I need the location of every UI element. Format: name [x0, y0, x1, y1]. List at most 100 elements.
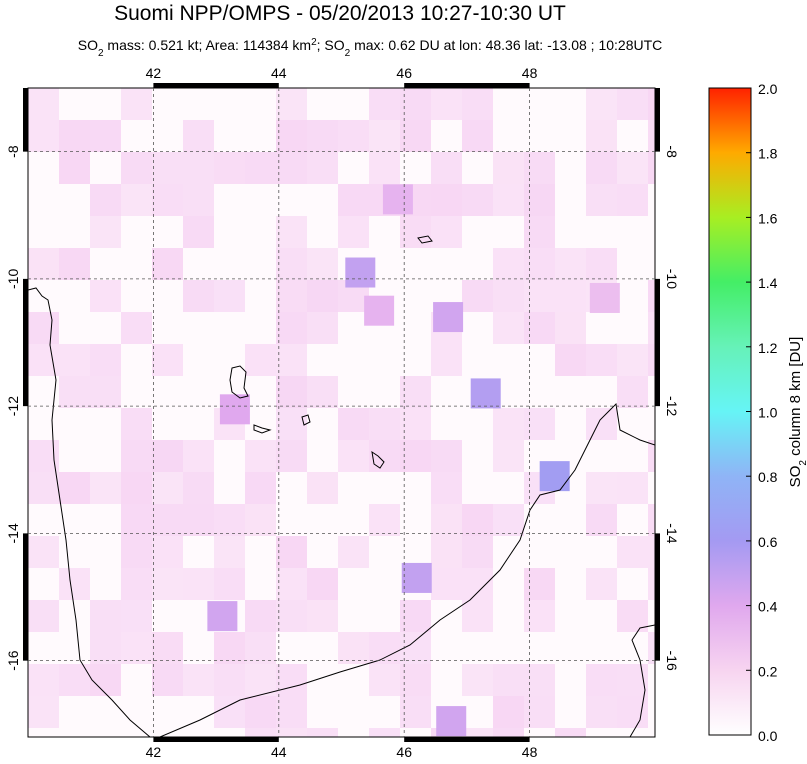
background-cell — [307, 248, 338, 280]
frame-bar — [655, 533, 660, 660]
background-cell — [369, 664, 400, 696]
background-cell — [648, 312, 679, 344]
background-cell — [28, 600, 59, 632]
background-cell — [121, 600, 152, 632]
background-cell — [400, 696, 431, 728]
background-cell — [90, 600, 121, 632]
background-cell — [369, 504, 400, 536]
background-cell — [617, 152, 648, 184]
background-cell — [462, 280, 493, 312]
background-cell — [586, 568, 617, 600]
y-tick-label: -12 — [5, 396, 21, 416]
background-cell — [462, 504, 493, 536]
background-cell — [586, 152, 617, 184]
background-cell — [493, 248, 524, 280]
frame-bar — [23, 279, 28, 406]
background-cell — [431, 440, 462, 472]
background-cell — [214, 696, 245, 728]
background-cell — [369, 152, 400, 184]
background-cell — [90, 120, 121, 152]
so2-cell — [220, 394, 250, 424]
background-cell — [276, 248, 307, 280]
background-cell — [152, 664, 183, 696]
background-cell — [431, 88, 462, 120]
background-cell — [586, 344, 617, 376]
background-cell — [369, 440, 400, 472]
x-tick-label: 46 — [396, 744, 412, 759]
background-cell — [90, 216, 121, 248]
background-cell — [90, 184, 121, 216]
colorbar-tick-label: 1.4 — [758, 275, 778, 291]
background-cell — [276, 312, 307, 344]
background-cell — [183, 440, 214, 472]
background-cell — [493, 696, 524, 728]
background-cell — [462, 568, 493, 600]
text-part: column 8 km [DU] — [787, 337, 804, 460]
background-cell — [183, 472, 214, 504]
background-cell — [555, 248, 586, 280]
background-cell — [431, 472, 462, 504]
colorbar-tick-label: 0.8 — [758, 469, 778, 485]
background-cell — [245, 664, 276, 696]
background-cell — [28, 536, 59, 568]
background-cell — [121, 440, 152, 472]
background-cell — [276, 568, 307, 600]
colorbar-tick-label: 2.0 — [758, 81, 778, 97]
background-cell — [462, 184, 493, 216]
background-cell — [90, 376, 121, 408]
background-cell — [121, 152, 152, 184]
background-cell — [121, 472, 152, 504]
text-part: mass: 0.521 kt; Area: 114384 km — [104, 37, 312, 53]
text-part: SO — [787, 466, 804, 488]
background-cell — [152, 536, 183, 568]
background-cell — [214, 152, 245, 184]
background-cell — [245, 504, 276, 536]
background-cell — [59, 248, 90, 280]
x-tick-label: 44 — [271, 744, 287, 759]
background-cell — [152, 632, 183, 664]
background-cell — [307, 728, 338, 759]
background-cell — [245, 632, 276, 664]
background-cell — [183, 184, 214, 216]
background-cell — [586, 120, 617, 152]
background-cell — [59, 120, 90, 152]
so2-cell — [207, 601, 237, 631]
background-cell — [586, 664, 617, 696]
background-cell — [617, 472, 648, 504]
background-cell — [617, 344, 648, 376]
background-cell — [28, 248, 59, 280]
background-cell — [245, 152, 276, 184]
background-cell — [586, 472, 617, 504]
colorbar-label: SO2 column 8 km [DU] — [787, 337, 807, 488]
background-cell — [90, 344, 121, 376]
background-cell — [121, 408, 152, 440]
background-cell — [59, 568, 90, 600]
background-cell — [524, 408, 555, 440]
background-cell — [276, 152, 307, 184]
background-cell — [307, 280, 338, 312]
background-cell — [28, 664, 59, 696]
background-cell — [90, 664, 121, 696]
background-cell — [276, 696, 307, 728]
x-tick-label: 48 — [522, 744, 538, 759]
background-cell — [400, 600, 431, 632]
background-cell — [493, 440, 524, 472]
subtitle: SO2 mass: 0.521 kt; Area: 114384 km2; SO… — [78, 37, 663, 59]
background-cell — [338, 536, 369, 568]
so2-cell — [540, 461, 570, 491]
y-tick-label: -10 — [664, 269, 680, 289]
frame-bar — [655, 279, 660, 406]
background-cell — [276, 120, 307, 152]
background-cell — [524, 568, 555, 600]
background-cell — [648, 568, 679, 600]
so2-cell — [345, 258, 375, 288]
background-cell — [307, 312, 338, 344]
background-cell — [121, 568, 152, 600]
background-cell — [152, 152, 183, 184]
background-cell — [400, 88, 431, 120]
background-cell — [276, 440, 307, 472]
background-cell — [431, 536, 462, 568]
background-cell — [152, 248, 183, 280]
background-cell — [338, 440, 369, 472]
background-cell — [183, 568, 214, 600]
